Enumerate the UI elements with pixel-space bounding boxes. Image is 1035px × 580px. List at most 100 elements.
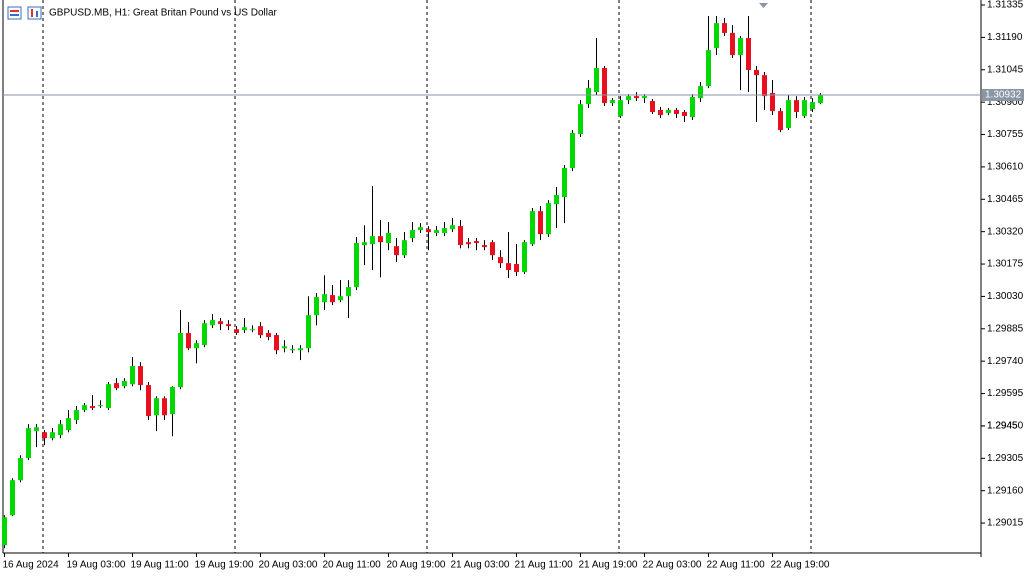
candle-body [786, 100, 791, 129]
candle-body [570, 132, 575, 169]
candle-body [26, 428, 31, 459]
candle-body [306, 315, 311, 349]
candle-body [370, 236, 375, 245]
candle-body [354, 243, 359, 288]
icon [10, 14, 19, 16]
candle-body [618, 100, 623, 116]
y-tick-label: 1.30030 [987, 291, 1024, 302]
candle-body [82, 405, 87, 411]
candle-body [434, 230, 439, 234]
candle-body [258, 326, 263, 336]
candle-body [514, 264, 519, 273]
y-tick-label: 1.30465 [987, 194, 1024, 205]
candle-body [682, 111, 687, 116]
x-tick-label: 20 Aug 03:00 [259, 560, 318, 571]
shift-marker [759, 3, 768, 8]
x-tick-label: 20 Aug 19:00 [387, 560, 446, 571]
y-tick-label: 1.29015 [987, 518, 1024, 529]
y-tick-label: 1.31335 [987, 0, 1024, 11]
icon [10, 10, 19, 12]
x-tick-label: 22 Aug 11:00 [707, 560, 766, 571]
candle-body [66, 418, 71, 431]
candle-body [586, 88, 591, 105]
candle-body [418, 227, 423, 231]
candle-body [90, 406, 95, 409]
icon [31, 9, 33, 17]
current-price-box [982, 89, 1024, 102]
candle-body [210, 320, 215, 326]
candle-body [226, 324, 231, 327]
candle-body [402, 240, 407, 256]
candle-body [762, 75, 767, 97]
candle-body [538, 211, 543, 235]
candle-body [362, 242, 367, 246]
candle-body [562, 168, 567, 198]
candle-body [394, 246, 399, 256]
candle-body [146, 385, 151, 417]
candle-body [666, 109, 671, 114]
candle-body [498, 257, 503, 264]
chart-title: GBPUSD.MB, H1: Great Britan Pound vs US … [49, 8, 278, 19]
candle-body [322, 294, 327, 303]
candle-body [506, 263, 511, 271]
candle-body [650, 101, 655, 112]
y-tick-label: 1.2945 [987, 421, 1018, 432]
y-tick-label: 1.29450 [987, 421, 1024, 432]
candle-body [242, 327, 247, 331]
candle-body [122, 381, 127, 387]
candle-body [410, 230, 415, 239]
candle-body [690, 97, 695, 118]
candle-body [34, 427, 39, 432]
candle-body [642, 96, 647, 99]
candle-body [802, 100, 807, 116]
x-tick-label: 22 Aug 03:00 [643, 560, 702, 571]
candle-body [466, 242, 471, 245]
candle-body [282, 346, 287, 349]
y-tick-label: 1.29160 [987, 485, 1024, 496]
candle-body [10, 480, 15, 516]
y-tick-label: 1.30755 [987, 129, 1024, 140]
x-tick-label: 21 Aug 11:00 [515, 560, 574, 571]
candle-body [218, 321, 223, 325]
y-tick-label: 1.29885 [987, 323, 1024, 334]
x-tick-label: 21 Aug 19:00 [579, 560, 638, 571]
candle-body [698, 86, 703, 99]
candle-body [314, 297, 319, 316]
candle-body [458, 226, 463, 246]
y-tick-label: 1.30175 [987, 259, 1024, 270]
candle-body [106, 384, 111, 409]
candle-body [18, 458, 23, 481]
candle-body [738, 38, 743, 56]
icon [36, 11, 38, 17]
candle-body [530, 211, 535, 245]
icon [7, 6, 22, 20]
candle-body [714, 23, 719, 49]
candle-body [330, 295, 335, 303]
candle-body [730, 32, 735, 56]
candle-body [490, 242, 495, 256]
candle-body [482, 245, 487, 248]
candle-body [386, 233, 391, 244]
candle-body [554, 195, 559, 205]
x-tick-label: 19 Aug 11:00 [131, 560, 190, 571]
candle-body [746, 38, 751, 70]
candle-body [674, 109, 679, 114]
y-tick-label: 1.30320 [987, 226, 1024, 237]
candle-body [178, 333, 183, 388]
candle-body [274, 335, 279, 351]
candle-body [74, 410, 79, 421]
candle-body [450, 225, 455, 230]
candle-body [474, 241, 479, 244]
y-tick-label: 1.29595 [987, 388, 1024, 399]
candle-body [234, 329, 239, 334]
candle-body [778, 111, 783, 131]
candle-body [818, 95, 823, 104]
candle-body [114, 383, 119, 389]
y-tick-label: 1.30610 [987, 162, 1024, 173]
candle-body [610, 100, 615, 104]
candle-body [170, 387, 175, 415]
candle-body [522, 242, 527, 273]
candle-body [602, 67, 607, 104]
x-tick-label: 21 Aug 03:00 [451, 560, 510, 571]
